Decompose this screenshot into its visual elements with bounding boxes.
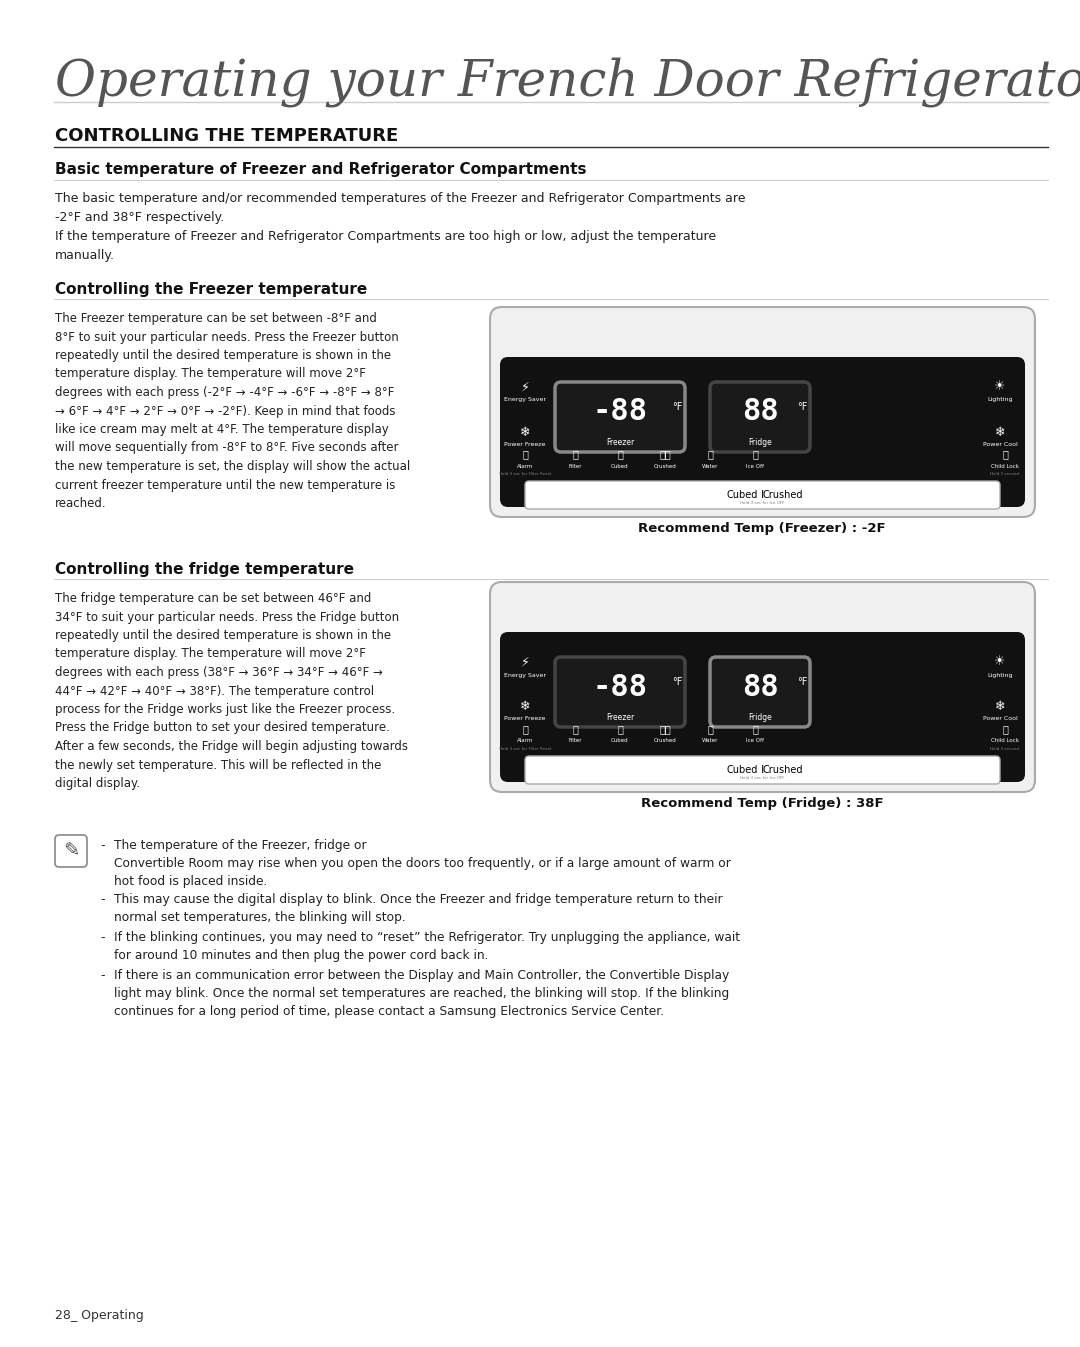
Text: Crushed: Crushed [762, 765, 802, 775]
Text: °F: °F [672, 401, 683, 412]
Text: ✎: ✎ [63, 842, 79, 861]
Text: The fridge temperature can be set between 46°F and
34°F to suit your particular : The fridge temperature can be set betwee… [55, 591, 408, 789]
Text: Power Cool: Power Cool [983, 442, 1017, 446]
Text: Crushed: Crushed [653, 463, 676, 469]
Text: 🔔: 🔔 [522, 449, 528, 459]
Text: 88: 88 [742, 397, 779, 427]
Text: 🗂: 🗂 [572, 723, 578, 734]
Text: Lighting: Lighting [987, 672, 1013, 678]
Text: Ice Off: Ice Off [746, 738, 764, 744]
Text: Power Freeze: Power Freeze [504, 717, 545, 722]
Text: -88: -88 [593, 397, 648, 427]
Text: ❄: ❄ [519, 426, 530, 439]
FancyBboxPatch shape [55, 835, 87, 867]
Text: I: I [761, 490, 765, 500]
Text: Child Lock: Child Lock [991, 463, 1020, 469]
Text: ☀: ☀ [995, 380, 1005, 393]
Text: ❄: ❄ [995, 700, 1005, 714]
Text: -88: -88 [593, 672, 648, 702]
Text: Freezer: Freezer [606, 713, 634, 722]
FancyBboxPatch shape [525, 481, 1000, 509]
Text: Hold 3 second: Hold 3 second [990, 471, 1020, 475]
Text: Basic temperature of Freezer and Refrigerator Compartments: Basic temperature of Freezer and Refrige… [55, 162, 586, 176]
Text: 💧: 💧 [707, 723, 713, 734]
Text: 💧: 💧 [707, 449, 713, 459]
Text: 🧊: 🧊 [617, 449, 623, 459]
Text: ❄: ❄ [995, 426, 1005, 439]
Text: 🔒: 🔒 [1002, 723, 1008, 734]
Text: Child Lock: Child Lock [991, 738, 1020, 744]
Text: 💧💧: 💧💧 [659, 723, 671, 734]
Text: Operating your French Door Refrigerator: Operating your French Door Refrigerator [55, 57, 1080, 106]
Text: 🔒: 🔒 [1002, 449, 1008, 459]
Text: ☀: ☀ [995, 656, 1005, 668]
FancyBboxPatch shape [555, 383, 685, 453]
Text: ⚡: ⚡ [521, 656, 529, 668]
Text: Cubed: Cubed [611, 738, 629, 744]
Text: Cubed: Cubed [727, 765, 758, 775]
Text: CONTROLLING THE TEMPERATURE: CONTROLLING THE TEMPERATURE [55, 127, 399, 145]
Text: ⚡: ⚡ [521, 380, 529, 393]
Text: Crushed: Crushed [653, 738, 676, 744]
Text: °F: °F [797, 678, 807, 687]
Text: Fridge: Fridge [748, 438, 772, 447]
Text: Hold 3 sec for Filter Reset: Hold 3 sec for Filter Reset [499, 471, 551, 475]
Text: °F: °F [672, 678, 683, 687]
FancyBboxPatch shape [490, 307, 1035, 517]
Text: Hold 3 second: Hold 3 second [990, 748, 1020, 752]
Text: 🧊: 🧊 [617, 723, 623, 734]
Text: Recommend Temp (Freezer) : -2F: Recommend Temp (Freezer) : -2F [638, 523, 886, 535]
Text: Hold 3 sec for Ice OFF: Hold 3 sec for Ice OFF [740, 776, 785, 780]
FancyBboxPatch shape [525, 756, 1000, 784]
Text: Power Freeze: Power Freeze [504, 442, 545, 446]
Text: Water: Water [702, 738, 718, 744]
Text: -: - [100, 839, 105, 853]
Text: Filter: Filter [568, 738, 582, 744]
Text: 28_ Operating: 28_ Operating [55, 1309, 144, 1321]
Text: Hold 3 sec for Filter Reset: Hold 3 sec for Filter Reset [499, 748, 551, 752]
Text: 🗂: 🗂 [572, 449, 578, 459]
Text: Cubed: Cubed [611, 463, 629, 469]
Text: The basic temperature and/or recommended temperatures of the Freezer and Refrige: The basic temperature and/or recommended… [55, 193, 745, 263]
Text: Hold 3 sec for Ice OFF: Hold 3 sec for Ice OFF [740, 501, 785, 505]
Text: 💧💧: 💧💧 [659, 449, 671, 459]
Text: Energy Saver: Energy Saver [504, 672, 546, 678]
Text: ❄: ❄ [519, 700, 530, 714]
Text: Crushed: Crushed [762, 490, 802, 500]
Text: This may cause the digital display to blink. Once the Freezer and fridge tempera: This may cause the digital display to bl… [114, 893, 723, 924]
Text: The temperature of the Freezer, fridge or
Convertible Room may rise when you ope: The temperature of the Freezer, fridge o… [114, 839, 731, 888]
FancyBboxPatch shape [490, 582, 1035, 792]
FancyBboxPatch shape [500, 632, 1025, 783]
Text: If there is an communication error between the Display and Main Controller, the : If there is an communication error betwe… [114, 968, 729, 1018]
FancyBboxPatch shape [710, 657, 810, 727]
Text: Lighting: Lighting [987, 397, 1013, 403]
Text: Recommend Temp (Fridge) : 38F: Recommend Temp (Fridge) : 38F [640, 797, 883, 810]
Text: Energy Saver: Energy Saver [504, 397, 546, 403]
Text: Fridge: Fridge [748, 713, 772, 722]
Text: Filter: Filter [568, 463, 582, 469]
Text: °F: °F [797, 401, 807, 412]
Text: Controlling the Freezer temperature: Controlling the Freezer temperature [55, 282, 367, 296]
Text: If the blinking continues, you may need to “reset” the Refrigerator. Try unplugg: If the blinking continues, you may need … [114, 931, 740, 962]
Text: The Freezer temperature can be set between -8°F and
8°F to suit your particular : The Freezer temperature can be set betwe… [55, 313, 410, 511]
FancyBboxPatch shape [555, 657, 685, 727]
Text: Alarm: Alarm [517, 463, 534, 469]
Text: Controlling the fridge temperature: Controlling the fridge temperature [55, 562, 354, 577]
Text: I: I [761, 765, 765, 775]
FancyBboxPatch shape [500, 357, 1025, 506]
Text: -: - [100, 893, 105, 907]
Text: Alarm: Alarm [517, 738, 534, 744]
Text: Power Cool: Power Cool [983, 717, 1017, 722]
Text: 📦: 📦 [752, 723, 758, 734]
Text: 88: 88 [742, 672, 779, 702]
Text: Freezer: Freezer [606, 438, 634, 447]
Text: Water: Water [702, 463, 718, 469]
Text: -: - [100, 931, 105, 944]
FancyBboxPatch shape [710, 383, 810, 453]
Text: 🔔: 🔔 [522, 723, 528, 734]
Text: Ice Off: Ice Off [746, 463, 764, 469]
Text: Cubed: Cubed [727, 490, 758, 500]
Text: 📦: 📦 [752, 449, 758, 459]
Text: -: - [100, 968, 105, 982]
